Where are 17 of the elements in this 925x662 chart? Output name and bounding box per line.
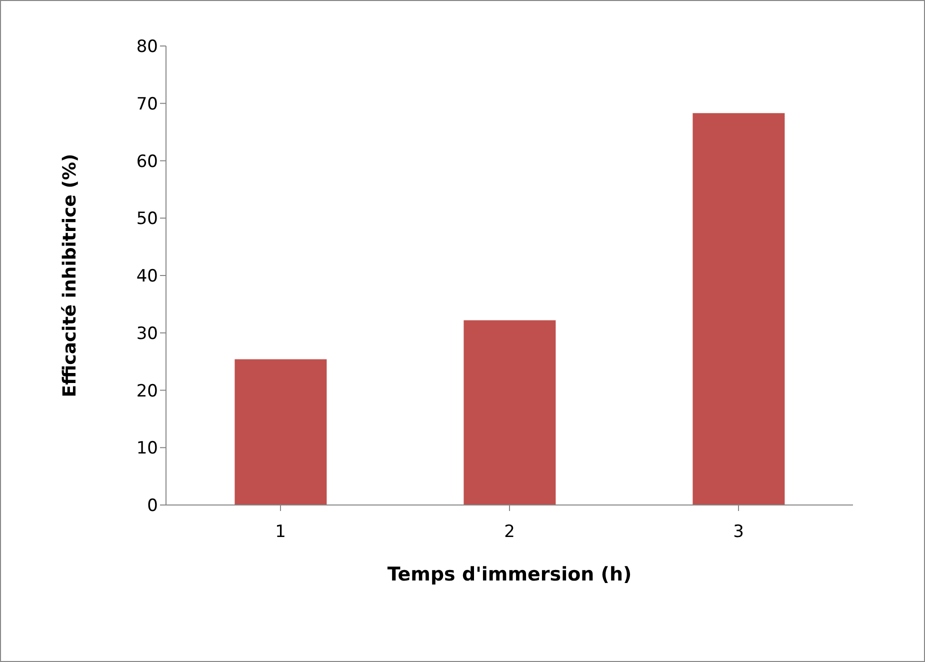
bar bbox=[692, 113, 785, 505]
y-axis-title: Efficacité inhibitrice (%) bbox=[59, 154, 80, 398]
y-tick-label: 60 bbox=[136, 152, 158, 172]
x-tick-label: 3 bbox=[733, 522, 744, 542]
y-tick-label: 50 bbox=[136, 209, 158, 230]
bar bbox=[464, 320, 556, 505]
y-tick-label: 30 bbox=[136, 324, 158, 344]
bar bbox=[234, 359, 327, 505]
y-tick-label: 20 bbox=[136, 381, 158, 402]
x-axis-title: Temps d'immersion (h) bbox=[387, 563, 632, 586]
y-tick-label: 70 bbox=[136, 94, 158, 114]
y-tick-label: 0 bbox=[147, 496, 158, 516]
y-tick-label: 10 bbox=[136, 438, 158, 459]
y-tick-label: 80 bbox=[136, 37, 158, 58]
y-tick-label: 40 bbox=[136, 266, 158, 287]
x-tick-label: 2 bbox=[504, 522, 515, 542]
x-tick-label: 1 bbox=[275, 522, 286, 542]
